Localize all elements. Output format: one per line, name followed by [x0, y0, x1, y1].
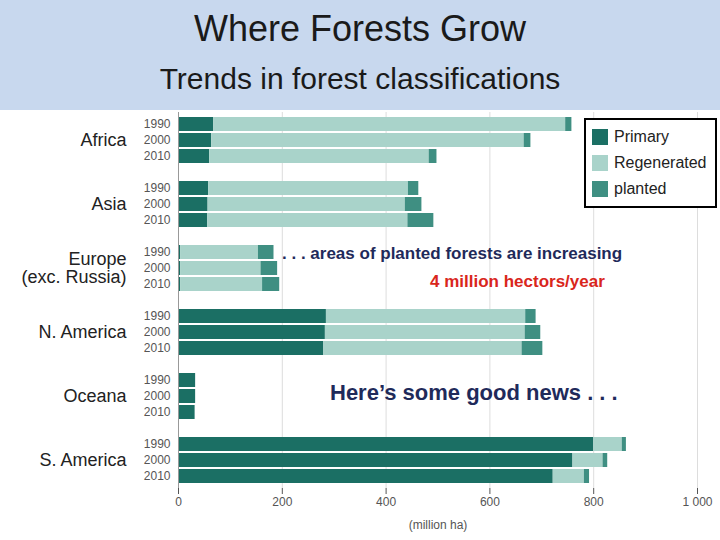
- svg-text:2000: 2000: [144, 325, 171, 339]
- html-text:planted: planted: [614, 180, 667, 197]
- html-text:Regenerated: Regenerated: [614, 154, 707, 171]
- svg-text:1 000: 1 000: [682, 495, 712, 509]
- svg-text:0: 0: [175, 495, 182, 509]
- html-text:. . . areas of planted forests: . . . areas of planted forests are incre…: [282, 244, 623, 263]
- svg-text:Europe(exc. Russia): Europe(exc. Russia): [21, 249, 126, 287]
- svg-text:800: 800: [584, 495, 604, 509]
- svg-text:Africa: Africa: [80, 130, 127, 150]
- svg-text:1990: 1990: [144, 373, 171, 387]
- svg-text:2010: 2010: [144, 213, 171, 227]
- svg-text:2000: 2000: [144, 197, 171, 211]
- svg-text:(million ha): (million ha): [409, 518, 468, 532]
- svg-text:1990: 1990: [144, 181, 171, 195]
- svg-text:2000: 2000: [144, 133, 171, 147]
- svg-text:600: 600: [480, 495, 500, 509]
- svg-text:2000: 2000: [144, 261, 171, 275]
- svg-text:2010: 2010: [144, 149, 171, 163]
- svg-text:200: 200: [272, 495, 292, 509]
- html-text:4 million hectors/year: 4 million hectors/year: [430, 272, 605, 291]
- svg-text:2010: 2010: [144, 277, 171, 291]
- html-text:Where Forests Grow: Where Forests Grow: [194, 8, 526, 49]
- svg-text:2010: 2010: [144, 341, 171, 355]
- svg-text:2010: 2010: [144, 469, 171, 483]
- svg-text:1990: 1990: [144, 437, 171, 451]
- svg-text:400: 400: [376, 495, 396, 509]
- svg-text:S. America: S. America: [39, 450, 127, 470]
- svg-text:2000: 2000: [144, 453, 171, 467]
- html-text:Trends in forest classificatio: Trends in forest classifications: [159, 62, 561, 95]
- html-text:Primary: Primary: [614, 128, 670, 145]
- svg-text:Asia: Asia: [91, 194, 127, 214]
- svg-text:1990: 1990: [144, 245, 171, 259]
- html-text:Here’s some good news . . .: Here’s some good news . . .: [330, 380, 618, 405]
- svg-text:1990: 1990: [144, 309, 171, 323]
- svg-text:Oceana: Oceana: [63, 386, 127, 406]
- svg-text:2000: 2000: [144, 389, 171, 403]
- svg-text:1990: 1990: [144, 117, 171, 131]
- svg-text:N. America: N. America: [38, 322, 127, 342]
- svg-text:2010: 2010: [144, 405, 171, 419]
